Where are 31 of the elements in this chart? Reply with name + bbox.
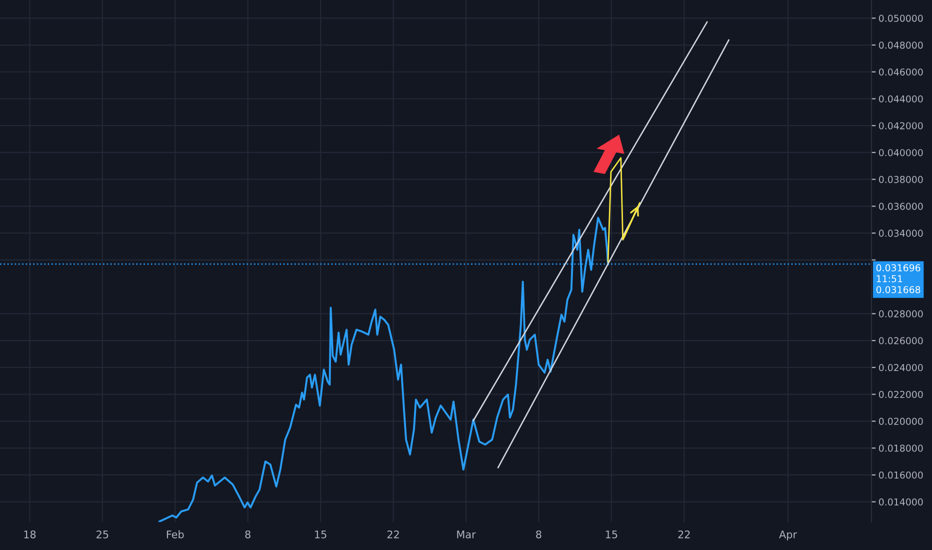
x-tick-label: 8 <box>245 530 250 538</box>
y-tick-label: 0.028000 <box>878 310 923 318</box>
y-tick-label: 0.024000 <box>878 364 923 372</box>
y-tick-label: 0.042000 <box>878 122 923 130</box>
ref-line-label: 0.031696 <box>876 264 920 272</box>
y-tick-label: 0.044000 <box>878 95 923 102</box>
y-tick-label: 0.022000 <box>878 390 923 398</box>
y-tick-label: 0.036000 <box>878 202 923 210</box>
y-tick-label: 0.014000 <box>878 498 923 506</box>
x-tick-label: 18 <box>24 530 36 538</box>
y-tick-label: 0.020000 <box>878 418 923 425</box>
y-tick-label: 0.034000 <box>878 230 923 237</box>
x-tick-label: 25 <box>96 530 108 538</box>
x-tick-label: 15 <box>606 530 618 538</box>
x-tick-label: 15 <box>315 530 326 538</box>
y-tick-label: 0.038000 <box>878 176 923 184</box>
y-tick-label: 0.048000 <box>878 42 923 49</box>
y-tick-label: 0.018000 <box>878 444 923 452</box>
y-tick-label: 0.016000 <box>878 472 923 479</box>
x-tick-label: Apr <box>779 530 798 540</box>
y-tick-label: 0.026000 <box>878 337 923 344</box>
x-tick-label: 22 <box>387 530 399 538</box>
x-tick-label: 22 <box>678 530 690 538</box>
y-tick-label: 0.040000 <box>878 149 923 156</box>
y-tick-label: 0.046000 <box>878 68 923 76</box>
y-tick-label: 0.050000 <box>878 14 923 22</box>
x-tick-label: Feb <box>166 530 184 538</box>
x-tick-label: 8 <box>536 530 542 538</box>
x-tick-label: Mar <box>457 530 476 538</box>
text: 0.031668 <box>876 286 920 294</box>
text: 11:51 <box>876 275 902 282</box>
